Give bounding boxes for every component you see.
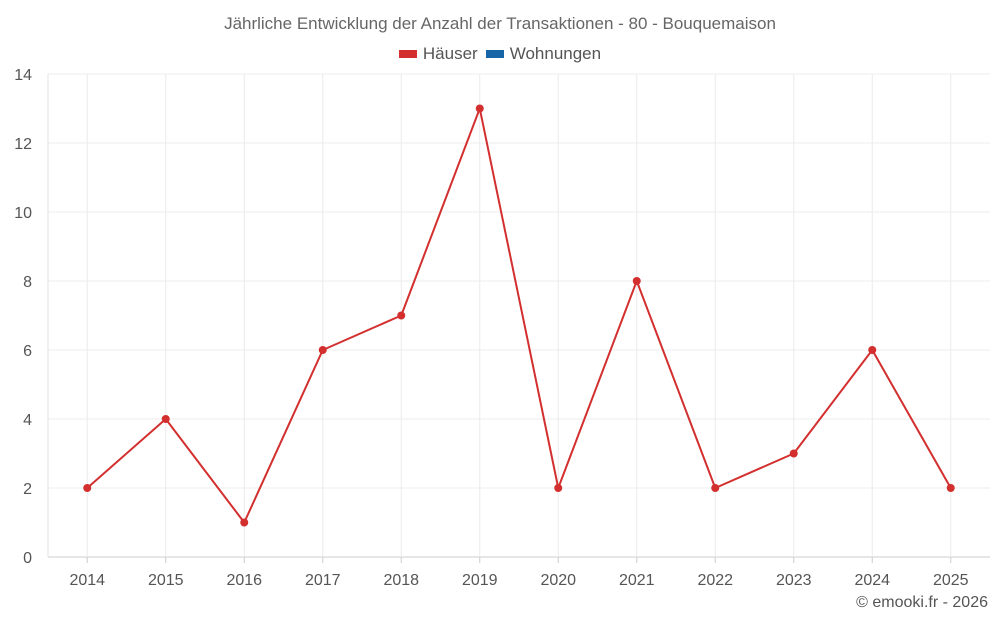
data-point	[632, 277, 641, 285]
y-tick-label: 8	[23, 274, 32, 291]
x-tick-label: 2025	[933, 572, 969, 589]
data-point	[711, 484, 720, 492]
y-tick-label: 14	[14, 67, 32, 84]
x-tick-label: 2016	[226, 572, 262, 589]
x-tick-label: 2015	[148, 572, 184, 589]
legend-item-wohnungen[interactable]: Wohnungen	[485, 44, 602, 64]
y-tick-label: 4	[23, 412, 32, 429]
legend: Häuser Wohnungen	[0, 44, 1000, 64]
legend-swatch-haeuser	[398, 50, 417, 58]
x-tick-label: 2022	[697, 572, 733, 589]
data-point	[475, 104, 484, 113]
y-tick-label: 10	[14, 205, 32, 222]
legend-item-haeuser[interactable]: Häuser	[398, 44, 478, 64]
y-tick-label: 2	[23, 481, 32, 498]
x-tick-label: 2020	[540, 572, 576, 589]
y-tick-label: 0	[23, 550, 32, 567]
data-point	[161, 415, 170, 423]
legend-label-wohnungen: Wohnungen	[509, 44, 602, 63]
data-point	[554, 484, 563, 492]
data-point	[83, 484, 92, 492]
y-tick-label: 6	[23, 343, 32, 360]
data-point	[397, 311, 406, 320]
x-tick-label: 2014	[69, 572, 105, 589]
x-tick-label: 2019	[462, 572, 498, 589]
x-tick-label: 2018	[383, 572, 419, 589]
x-tick-label: 2017	[305, 572, 341, 589]
copyright-text: © emooki.fr - 2026	[856, 594, 988, 611]
x-tick-label: 2024	[854, 572, 890, 589]
data-point	[318, 346, 327, 354]
x-tick-label: 2023	[776, 572, 812, 589]
data-point	[868, 346, 877, 354]
y-tick-label: 12	[14, 136, 32, 153]
x-tick-label: 2021	[619, 572, 655, 589]
legend-label-haeuser: Häuser	[422, 44, 478, 63]
chart-title: Jährliche Entwicklung der Anzahl der Tra…	[224, 14, 776, 33]
data-point	[789, 449, 798, 458]
data-point	[240, 518, 249, 527]
series-line-0	[86, 107, 952, 524]
legend-swatch-wohnungen	[485, 50, 504, 58]
data-point	[946, 484, 955, 492]
